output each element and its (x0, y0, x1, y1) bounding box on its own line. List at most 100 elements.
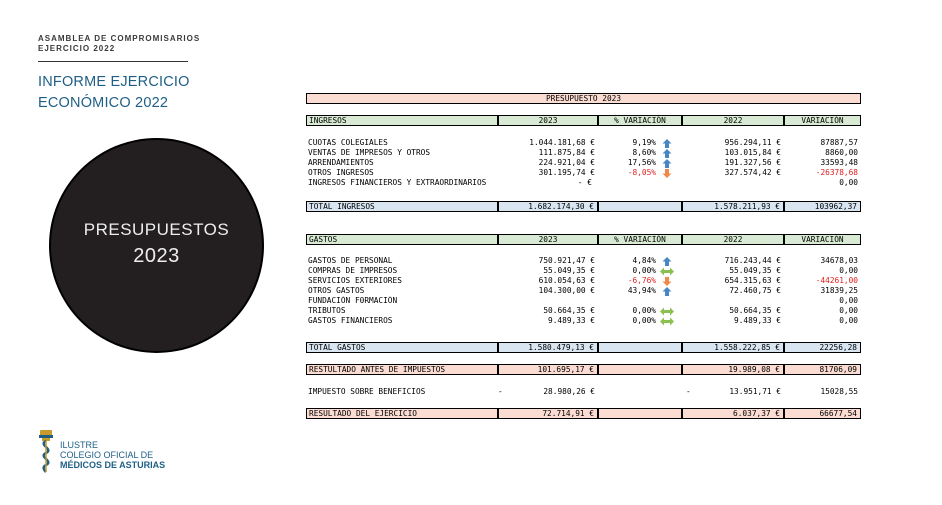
page-title-line-1: INFORME EJERCICIO (38, 74, 190, 90)
row-pct: 0,00% (598, 266, 682, 277)
income-header-var: VARIACIÓN (784, 115, 861, 126)
row-var: 33593,48 (820, 158, 858, 167)
presentation-header: ASAMBLEA DE COMPROMISARIOS EJERCICIO 202… (38, 34, 200, 54)
income-header-2022: 2022 (682, 115, 784, 126)
result-pct (598, 408, 682, 419)
row-2023: 9.489,33 € (548, 316, 595, 325)
row-2022: 327.574,42 € (724, 168, 781, 177)
pretax-2022: 19.989,08 € (682, 364, 784, 375)
income-total-row: TOTAL INGRESOS 1.682.174,30 € 1.578.211,… (306, 201, 861, 212)
row-pct: -6,76% (598, 276, 682, 287)
up-icon (662, 159, 672, 168)
logo-line-2: COLEGIO OFICIAL DE (60, 450, 154, 460)
side-icon (660, 317, 674, 326)
row-pct-value: -6,76% (627, 276, 656, 285)
header-line-2: EJERCICIO 2022 (38, 44, 116, 53)
row-pct-value: 9,19% (632, 138, 656, 147)
total-pct (598, 342, 682, 353)
income-header-label: INGRESOS (306, 115, 498, 126)
pretax-pct (598, 364, 682, 375)
pretax-row: RESTULTADO ANTES DE IMPUESTOS 101.695,17… (306, 364, 861, 375)
result-2023: 72.714,91 € (498, 408, 598, 419)
total-label: TOTAL GASTOS (306, 342, 498, 353)
college-logo-icon (39, 430, 53, 473)
row-var: -26378,68 (815, 168, 858, 177)
row-pct: 0,00% (598, 316, 682, 327)
logo-line-3: MÉDICOS DE ASTURIAS (60, 460, 166, 470)
table-row: GASTOS FINANCIEROS 9.489,33 € 0,00% 9.48… (306, 316, 861, 327)
row-2022: 956.294,11 € (724, 138, 781, 147)
row-pct: 0,00% (598, 306, 682, 317)
expense-header-pct: % VARIACIÓN (598, 234, 682, 245)
table-row: SERVICIOS EXTERIORES 610.054,63 € -6,76%… (306, 276, 861, 287)
row-var: 0,00 (839, 296, 858, 305)
expense-header-var: VARIACIÓN (784, 234, 861, 245)
row-2022: 103.015,84 € (724, 148, 781, 157)
table-row: VENTAS DE IMPRESOS Y OTROS 111.875,84 € … (306, 148, 861, 159)
row-var: 8860,00 (825, 148, 858, 157)
tax-var: 15028,55 (820, 387, 858, 396)
header-line-1: ASAMBLEA DE COMPROMISARIOS (38, 34, 201, 43)
college-logo-text: ILUSTRE COLEGIO OFICIAL DE MÉDICOS DE AS… (60, 440, 165, 470)
pretax-label: RESTULTADO ANTES DE IMPUESTOS (306, 364, 498, 375)
row-pct: 8,60% (598, 148, 682, 159)
row-2022: 654.315,63 € (724, 276, 781, 285)
expense-total-row: TOTAL GASTOS 1.580.479,13 € 1.558.222,85… (306, 342, 861, 353)
row-2023: 1.044.181,68 € (529, 138, 595, 147)
row-2023: 610.054,63 € (538, 276, 595, 285)
row-2022: 716.243,44 € (724, 256, 781, 265)
up-icon (662, 287, 672, 296)
page-title-line-2: ECONÓMICO 2022 (38, 95, 169, 111)
row-2023: - € (577, 178, 592, 187)
side-icon (660, 307, 674, 316)
row-label: GASTOS FINANCIEROS (308, 316, 393, 325)
tax-dash-2022: - (686, 387, 691, 396)
section-circle (51, 140, 262, 351)
tax-label: IMPUESTO SOBRE BENEFICIOS (308, 387, 426, 396)
table-row: GASTOS DE PERSONAL 750.921,47 € 4,84% 71… (306, 256, 861, 267)
total-2023: 1.682.174,30 € (498, 201, 598, 212)
table-row: COMPRAS DE IMPRESOS 55.049,35 € 0,00% 55… (306, 266, 861, 277)
table-row: OTROS GASTOS 104.300,00 € 43,94% 72.460,… (306, 286, 861, 297)
row-var: 31839,25 (820, 286, 858, 295)
row-var: -44261,00 (815, 276, 858, 285)
up-icon (662, 257, 672, 266)
row-label: OTROS INGRESOS (308, 168, 374, 177)
row-2023: 301.195,74 € (538, 168, 595, 177)
row-label: GASTOS DE PERSONAL (308, 256, 393, 265)
row-2023: 224.921,04 € (538, 158, 595, 167)
total-label: TOTAL INGRESOS (306, 201, 498, 212)
row-2022: 191.327,56 € (724, 158, 781, 167)
row-pct-value: 0,00% (632, 266, 656, 275)
total-var: 22256,28 (784, 342, 861, 353)
result-label: RESULTADO DEL EJERCICIO (306, 408, 498, 419)
total-2023: 1.580.479,13 € (498, 342, 598, 353)
down-icon (662, 169, 672, 178)
row-pct: -8,05% (598, 168, 682, 179)
tax-row: IMPUESTO SOBRE BENEFICIOS - 28.980,26 € … (306, 387, 861, 398)
row-2022 (682, 178, 784, 189)
logo-line-1: ILUSTRE (60, 440, 99, 450)
row-2023: 104.300,00 € (538, 286, 595, 295)
row-pct: 4,84% (598, 256, 682, 267)
result-row: RESULTADO DEL EJERCICIO 72.714,91 € 6.03… (306, 408, 861, 419)
expense-header-2023: 2023 (498, 234, 598, 245)
row-2023: 50.664,35 € (543, 306, 595, 315)
expense-header-2022: 2022 (682, 234, 784, 245)
row-pct-value: 4,84% (632, 256, 656, 265)
income-header-2023: 2023 (498, 115, 598, 126)
row-var: 34678,03 (820, 256, 858, 265)
row-pct: 17,56% (598, 158, 682, 169)
table-row: CUOTAS COLEGIALES 1.044.181,68 € 9,19% 9… (306, 138, 861, 149)
row-label: CUOTAS COLEGIALES (308, 138, 388, 147)
row-2022: 72.460,75 € (729, 286, 781, 295)
result-var: 66677,54 (784, 408, 861, 419)
row-label: INGRESOS FINANCIEROS Y EXTRAORDINARIOS (308, 178, 487, 187)
page-title: INFORME EJERCICIO ECONÓMICO 2022 (38, 72, 190, 114)
table-row: OTROS INGRESOS 301.195,74 € -8,05% 327.5… (306, 168, 861, 179)
up-icon (662, 139, 672, 148)
expense-header-label: GASTOS (306, 234, 498, 245)
row-label: OTROS GASTOS (308, 286, 365, 295)
pretax-2023: 101.695,17 € (498, 364, 598, 375)
side-icon (660, 267, 674, 276)
